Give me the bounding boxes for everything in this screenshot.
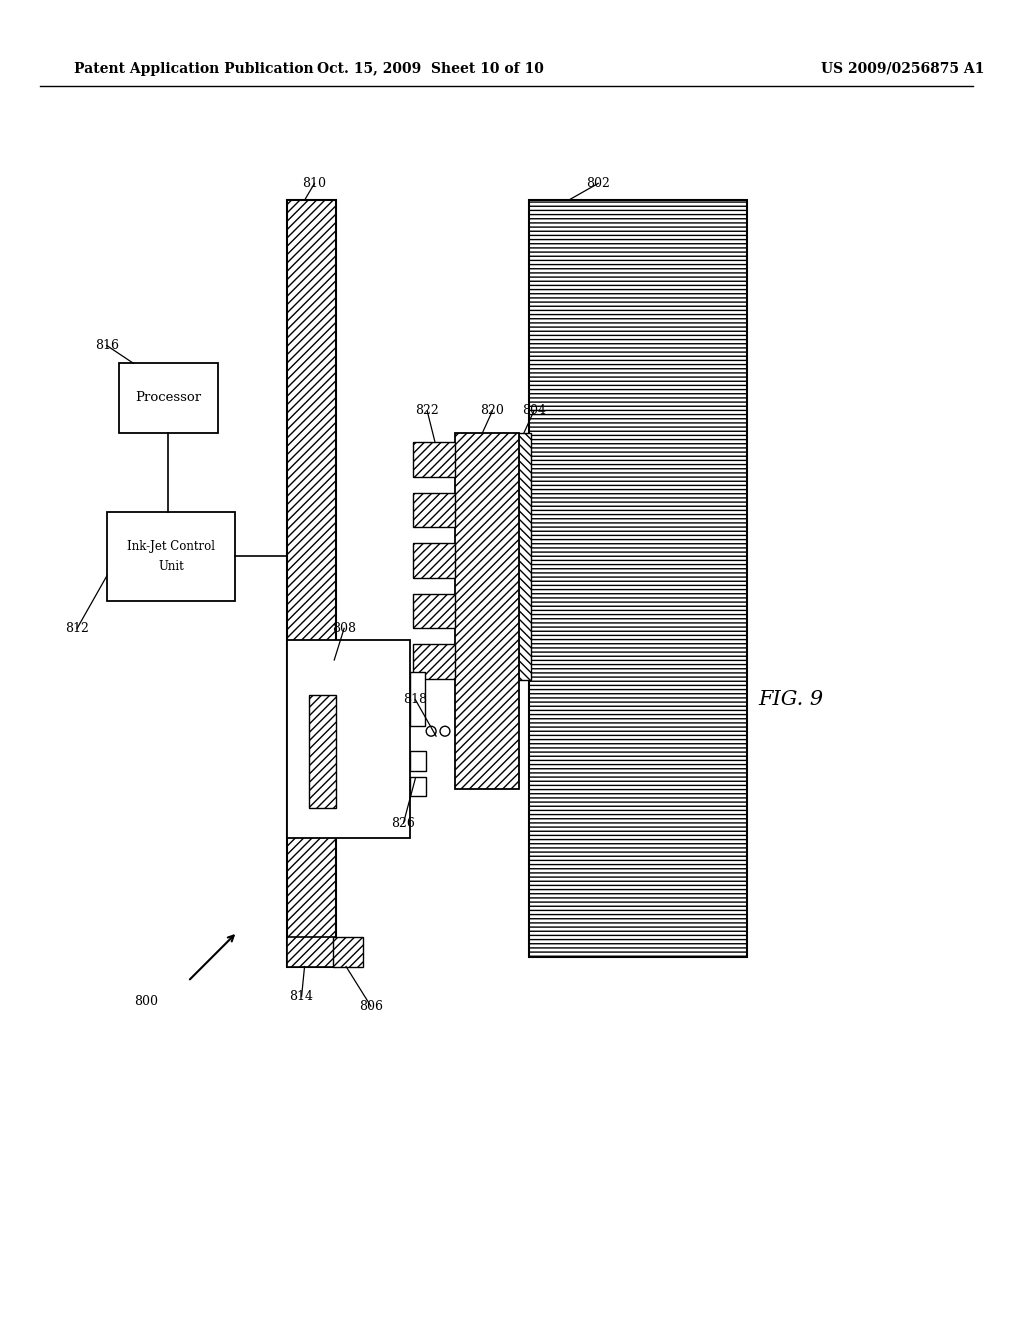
Bar	[455, 433, 519, 788]
Bar	[333, 937, 362, 966]
Text: 818: 818	[403, 693, 427, 706]
Bar	[287, 937, 336, 966]
Bar	[411, 776, 426, 796]
Text: 820: 820	[480, 404, 505, 417]
Text: Processor: Processor	[135, 392, 201, 404]
Text: Oct. 15, 2009  Sheet 10 of 10: Oct. 15, 2009 Sheet 10 of 10	[316, 62, 544, 75]
Text: 826: 826	[391, 817, 416, 830]
Text: 804: 804	[522, 404, 546, 417]
Text: 822: 822	[416, 404, 439, 417]
Text: US 2009/0256875 A1: US 2009/0256875 A1	[820, 62, 984, 75]
Bar	[119, 363, 217, 433]
Text: 812: 812	[66, 622, 89, 635]
Bar	[414, 442, 455, 477]
Bar	[411, 672, 425, 726]
Text: Unit: Unit	[158, 560, 184, 573]
Bar	[287, 201, 336, 966]
Bar	[411, 751, 426, 771]
Text: 802: 802	[587, 177, 610, 190]
Text: 814: 814	[290, 990, 313, 1003]
Text: Patent Application Publication: Patent Application Publication	[74, 62, 313, 75]
Bar	[529, 201, 746, 957]
Bar	[414, 544, 455, 578]
Text: 800: 800	[134, 995, 159, 1007]
Bar	[414, 594, 455, 628]
Text: 816: 816	[95, 339, 119, 352]
Text: Ink-Jet Control: Ink-Jet Control	[127, 540, 215, 553]
Bar	[287, 640, 411, 838]
Bar	[518, 433, 531, 680]
Bar	[414, 644, 455, 678]
Text: FIG. 9: FIG. 9	[759, 690, 823, 709]
Text: 806: 806	[358, 999, 383, 1012]
Bar	[106, 512, 236, 601]
Bar	[414, 492, 455, 528]
Text: 810: 810	[302, 177, 327, 190]
Bar	[308, 694, 336, 808]
Text: 808: 808	[332, 622, 356, 635]
